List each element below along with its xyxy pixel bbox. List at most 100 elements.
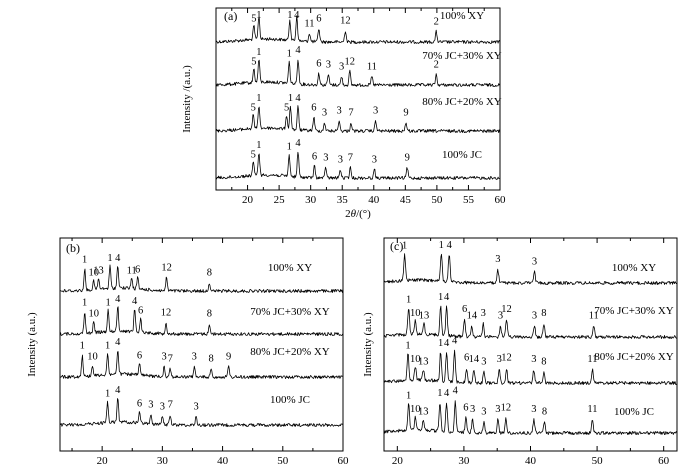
peak-label: 4	[295, 45, 301, 56]
peak-label: 12	[501, 304, 512, 315]
peak-label: 4	[115, 253, 121, 264]
peak-label: 3	[497, 354, 502, 365]
peak-label: 1	[105, 341, 110, 352]
xrd-trace	[59, 398, 344, 427]
series-name: 100% XY	[268, 262, 312, 274]
peak-label: 11	[367, 61, 377, 72]
peak-label: 7	[348, 107, 353, 118]
peak-label: 6	[312, 151, 317, 162]
x-tick-label: 60	[658, 455, 670, 466]
peak-label: 12	[345, 56, 356, 67]
peak-label: 4	[453, 385, 459, 396]
peak-label: 6	[463, 402, 468, 413]
peak-label: 7	[348, 153, 353, 164]
peak-label: 9	[405, 153, 410, 164]
peak-label: 6	[316, 13, 321, 24]
y-axis-title: Intensity (a.u.)	[362, 312, 374, 377]
peak-label: 8	[541, 356, 546, 367]
peak-label: 3	[338, 154, 343, 165]
series-name: 80% JC+20% XY	[594, 351, 674, 363]
peak-label: 10	[88, 267, 99, 278]
peak-label: 1	[402, 240, 407, 251]
peak-label: 4	[115, 337, 121, 348]
peak-label: 1	[406, 390, 411, 401]
peak-label: 11	[127, 266, 137, 277]
panel-label: (c)	[390, 239, 403, 253]
series-2: 51 1 46 3 3 12 11 270% JC+30% XY	[215, 45, 502, 87]
peak-label: 1	[105, 389, 110, 400]
xrd-trace	[383, 400, 678, 435]
xrd-trace	[59, 306, 344, 336]
series-name: 80% JC+20% XY	[250, 346, 330, 358]
x-tick-label: 50	[277, 455, 289, 466]
x-tick-label: 40	[368, 194, 380, 206]
peak-label: 2	[434, 60, 439, 71]
peak-label: 3	[339, 61, 344, 72]
x-tick-label: 60	[338, 455, 350, 466]
peak-label: 1	[406, 294, 411, 305]
peak-label: 14	[469, 354, 480, 365]
peak-label: 1	[438, 338, 443, 349]
peak-label: 5	[251, 13, 256, 24]
x-tick-label: 20	[242, 194, 254, 206]
series-name: 70% JC+30% XY	[250, 306, 330, 318]
series-name: 100% JC	[614, 406, 654, 418]
peak-label: 3	[193, 401, 198, 412]
peak-label: 4	[295, 138, 301, 149]
peak-label: 11	[589, 310, 599, 321]
peak-label: 6	[138, 305, 143, 316]
peak-label: 3	[531, 354, 536, 365]
x-tick-label: 50	[592, 455, 604, 466]
peak-label: 10	[410, 354, 421, 365]
peak-label: 5	[251, 56, 256, 67]
peak-label: 8	[207, 267, 212, 278]
x-tick-label: 60	[495, 194, 507, 206]
peak-label: 3	[326, 60, 331, 71]
peak-label: 3	[372, 154, 377, 165]
peak-label: 1	[287, 10, 292, 21]
peak-label: 8	[207, 309, 212, 320]
xrd-trace	[59, 264, 344, 293]
peak-label: 14	[467, 310, 478, 321]
x-tick-label: 20	[392, 455, 404, 466]
peak-label: 1	[256, 93, 261, 104]
series-name: 80% JC+20% XY	[422, 96, 502, 108]
peak-label: 4	[444, 338, 450, 349]
peak-label: 5	[284, 102, 289, 113]
peak-label: 1	[106, 298, 111, 309]
peak-label: 3	[192, 352, 197, 363]
x-tick-label: 45	[400, 194, 412, 206]
x-tick-label: 20	[97, 455, 109, 466]
peak-label: 13	[418, 406, 429, 417]
peak-label: 1	[405, 340, 410, 351]
peak-label: 4	[444, 388, 450, 399]
peak-label: 11	[304, 18, 314, 29]
peak-label: 10	[410, 308, 421, 319]
peak-label: 1	[256, 47, 261, 58]
panel-label: (a)	[224, 9, 237, 23]
peak-label: 6	[462, 304, 467, 315]
peak-label: 11	[587, 354, 597, 365]
peak-label: 7	[168, 353, 173, 364]
xrd-trace	[383, 305, 678, 339]
series-name: 70% JC+30% XY	[594, 305, 674, 317]
peak-label: 4	[452, 335, 458, 346]
peak-label: 3	[336, 106, 341, 117]
x-tick-label: 30	[157, 455, 169, 466]
peak-label: 3	[531, 404, 536, 415]
peak-label: 3	[495, 254, 500, 265]
peak-label: 4	[132, 296, 138, 307]
series-name: 100% XY	[440, 10, 484, 22]
peak-label: 12	[501, 352, 512, 363]
peak-label: 3	[162, 352, 167, 363]
peak-label: 2	[434, 17, 439, 28]
peak-label: 4	[447, 240, 453, 251]
xrd-trace	[215, 15, 501, 44]
